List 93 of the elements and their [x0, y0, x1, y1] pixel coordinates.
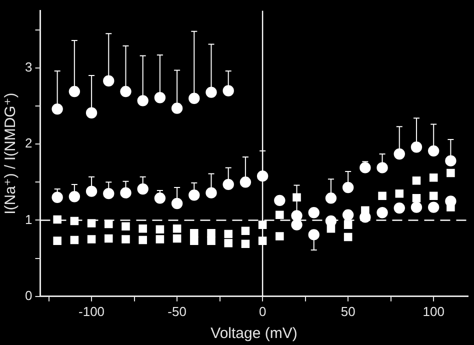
point — [86, 186, 98, 197]
point — [138, 236, 147, 244]
point — [68, 86, 80, 98]
y-tick-label: 2 — [24, 136, 32, 151]
point — [274, 194, 286, 206]
point — [70, 216, 79, 226]
point — [120, 187, 132, 198]
point — [429, 192, 438, 200]
x-tick-label: 50 — [340, 304, 356, 319]
point — [190, 236, 198, 245]
point — [241, 226, 250, 236]
y-axis-title: I(Na⁺) / I(NMDG⁺) — [2, 92, 20, 214]
point — [410, 202, 422, 213]
point — [308, 207, 320, 218]
point — [87, 235, 96, 244]
point — [308, 229, 320, 240]
point — [394, 148, 405, 160]
point — [222, 178, 234, 190]
point — [429, 173, 438, 182]
point — [291, 219, 302, 230]
point — [258, 236, 267, 245]
point — [412, 194, 421, 202]
point — [222, 85, 234, 96]
point — [70, 236, 79, 244]
point — [52, 192, 63, 203]
point — [104, 234, 113, 243]
point — [360, 212, 371, 223]
point — [206, 86, 217, 98]
point — [190, 229, 198, 238]
point — [120, 86, 132, 98]
point — [428, 202, 440, 213]
point — [276, 210, 284, 220]
point — [276, 232, 284, 240]
point — [292, 193, 301, 202]
point — [86, 107, 98, 118]
x-tick-label: 0 — [258, 304, 266, 319]
point — [342, 209, 354, 221]
point — [188, 92, 200, 104]
point — [122, 235, 130, 244]
point — [325, 192, 337, 204]
point — [256, 170, 268, 182]
point — [122, 222, 130, 230]
point — [428, 145, 440, 157]
point — [258, 220, 267, 229]
point — [68, 191, 80, 202]
point — [188, 190, 200, 201]
point — [342, 182, 354, 194]
point — [137, 95, 148, 106]
point — [394, 202, 405, 214]
x-tick-label: 100 — [422, 304, 444, 319]
point — [445, 196, 456, 207]
point — [207, 236, 216, 245]
point — [412, 176, 421, 185]
x-tick-label: -100 — [78, 304, 105, 319]
point — [171, 198, 183, 210]
x-axis-title: Voltage (mV) — [210, 325, 298, 342]
point — [376, 207, 388, 218]
point — [446, 168, 455, 178]
y-tick-label: 3 — [24, 60, 32, 74]
point — [376, 162, 388, 174]
point — [224, 230, 232, 238]
point — [154, 192, 166, 204]
y-tick-label: 1 — [24, 212, 32, 227]
point — [344, 232, 352, 242]
point — [410, 142, 422, 153]
point — [138, 224, 147, 233]
point — [53, 215, 62, 224]
point — [224, 238, 232, 248]
point — [104, 220, 113, 228]
point — [52, 103, 63, 115]
point — [241, 240, 250, 248]
point — [291, 210, 302, 222]
point — [206, 187, 217, 198]
x-tick-label: -50 — [168, 304, 186, 319]
point — [156, 225, 164, 234]
point — [53, 236, 62, 245]
point — [103, 188, 114, 200]
point — [344, 220, 352, 229]
point — [378, 192, 386, 200]
point — [87, 219, 96, 228]
point — [137, 183, 148, 195]
point — [171, 102, 183, 114]
y-tick-label: 0 — [24, 288, 32, 303]
point — [395, 189, 404, 198]
point — [156, 235, 164, 244]
point — [240, 176, 252, 188]
point — [445, 155, 456, 166]
point — [154, 92, 166, 104]
point — [103, 75, 114, 86]
point — [207, 229, 216, 238]
point — [172, 234, 182, 243]
point — [172, 224, 182, 233]
point — [360, 162, 371, 174]
